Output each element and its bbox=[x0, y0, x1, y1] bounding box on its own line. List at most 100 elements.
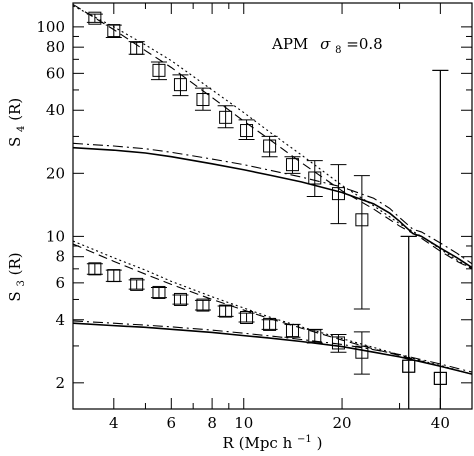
y-tick-label: 60 bbox=[46, 64, 65, 82]
square-marker bbox=[263, 139, 277, 153]
annotation-sigma: σ bbox=[320, 35, 331, 53]
square-marker bbox=[433, 371, 447, 385]
square-marker bbox=[219, 110, 233, 124]
data-point bbox=[86, 262, 103, 276]
square-marker bbox=[88, 262, 102, 276]
y-axis-label-s3-arg: (R) bbox=[6, 252, 24, 275]
square-marker bbox=[196, 93, 210, 107]
data-point bbox=[105, 269, 122, 283]
square-marker bbox=[240, 124, 254, 138]
data-point bbox=[128, 277, 145, 291]
plot-frame bbox=[72, 2, 473, 410]
square-marker bbox=[331, 187, 345, 201]
data-point bbox=[128, 41, 145, 55]
data-point bbox=[217, 105, 234, 129]
y-tick-label: 8 bbox=[55, 248, 65, 266]
square-marker bbox=[331, 336, 345, 350]
y-axis-label-s4-sub: 4 bbox=[16, 126, 27, 132]
annotation-sigma-sub: 8 bbox=[335, 45, 341, 56]
square-marker bbox=[107, 24, 121, 38]
x-tick-label: 6 bbox=[167, 414, 177, 432]
square-marker bbox=[263, 317, 277, 331]
square-marker bbox=[308, 171, 322, 185]
y-tick-label: 10 bbox=[46, 227, 65, 245]
tick-labels: 4 6 8 10 20 40 2 4 6 8 10 20 40 60 80 100 bbox=[36, 18, 450, 432]
square-marker bbox=[173, 292, 187, 306]
data-point bbox=[238, 119, 255, 141]
data-point bbox=[194, 87, 211, 111]
data-point bbox=[150, 285, 167, 299]
x-tick-label: 40 bbox=[431, 414, 450, 432]
y-tick-label: 2 bbox=[55, 374, 65, 392]
square-marker bbox=[219, 304, 233, 318]
square-marker bbox=[152, 285, 166, 299]
square-marker bbox=[196, 298, 210, 312]
data-point bbox=[353, 331, 370, 375]
data-point bbox=[172, 74, 189, 97]
data-point bbox=[400, 235, 417, 409]
data-point bbox=[86, 11, 103, 25]
square-marker bbox=[152, 63, 166, 77]
data-point bbox=[172, 292, 189, 306]
x-tick-label: 4 bbox=[109, 414, 119, 432]
data-point bbox=[284, 323, 301, 338]
y-axis-label-s3-sub: 3 bbox=[16, 280, 27, 286]
square-marker bbox=[402, 359, 416, 373]
x-axis-label-exponent: −1 bbox=[297, 434, 312, 445]
data-points bbox=[86, 11, 449, 409]
model-curve-solid bbox=[73, 146, 472, 269]
axis-ticks bbox=[72, 3, 473, 409]
data-point bbox=[150, 61, 167, 81]
data-point bbox=[306, 328, 323, 344]
data-point bbox=[105, 24, 122, 38]
model-curve-dashed bbox=[73, 3, 472, 270]
x-tick-label: 8 bbox=[207, 414, 217, 432]
y-axis-label-s3-symbol: S bbox=[6, 291, 24, 301]
square-marker bbox=[285, 158, 299, 172]
x-tick-label: 10 bbox=[234, 414, 253, 432]
y-tick-label: 40 bbox=[46, 101, 65, 119]
square-marker bbox=[285, 324, 299, 338]
model-curve-dash-dot bbox=[73, 142, 472, 265]
data-point bbox=[306, 160, 323, 198]
data-point bbox=[284, 156, 301, 174]
data-point bbox=[432, 69, 449, 409]
square-marker bbox=[130, 277, 144, 291]
y-tick-label: 100 bbox=[36, 18, 65, 36]
data-point bbox=[238, 311, 255, 325]
data-point bbox=[194, 298, 211, 312]
model-curve-dash-dot bbox=[73, 320, 472, 373]
chart-annotation: APM σ 8 =0.8 bbox=[271, 35, 383, 57]
model-curve-dashed bbox=[73, 243, 472, 375]
annotation-label: APM bbox=[271, 35, 308, 53]
data-point bbox=[330, 334, 347, 353]
y-tick-label: 6 bbox=[55, 274, 65, 292]
data-point bbox=[330, 164, 347, 225]
x-axis-label: R (Mpc h −1 ) bbox=[223, 428, 323, 452]
annotation-value: =0.8 bbox=[346, 35, 382, 53]
y-axis-label-s4: S 4 (R) bbox=[6, 98, 28, 147]
square-marker bbox=[107, 269, 121, 283]
model-curve-solid bbox=[73, 322, 472, 375]
square-marker bbox=[88, 11, 102, 25]
square-marker bbox=[355, 213, 369, 227]
data-point bbox=[261, 135, 278, 158]
data-point bbox=[217, 304, 234, 318]
square-marker bbox=[240, 311, 254, 325]
x-axis-label-text: R (Mpc h bbox=[223, 434, 293, 452]
y-axis-label-s4-symbol: S bbox=[6, 137, 24, 147]
model-curve-dotted bbox=[73, 240, 472, 375]
square-marker bbox=[355, 345, 369, 359]
data-point bbox=[261, 317, 278, 331]
square-marker bbox=[308, 329, 322, 343]
data-point bbox=[353, 175, 370, 310]
x-axis-label-close: ) bbox=[317, 434, 323, 452]
y-tick-label: 4 bbox=[55, 311, 65, 329]
square-marker bbox=[130, 41, 144, 55]
y-tick-label: 80 bbox=[46, 38, 65, 56]
y-axis-label-s4-arg: (R) bbox=[6, 98, 24, 121]
y-tick-label: 20 bbox=[46, 164, 65, 182]
x-tick-label: 20 bbox=[333, 414, 352, 432]
square-marker bbox=[173, 78, 187, 92]
